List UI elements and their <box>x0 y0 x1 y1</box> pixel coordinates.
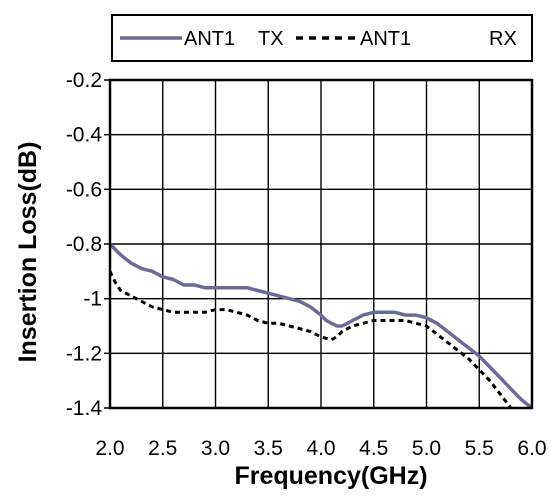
series-line-ant1-tx <box>108 242 534 410</box>
y-tick-label: -1.4 <box>66 397 103 420</box>
y-tick-label: -1 <box>83 288 102 311</box>
legend: ANT1 TX ANT1 RX <box>111 14 533 62</box>
x-tick-label: 5.5 <box>465 437 494 460</box>
legend-label-ant1-rx-name: ANT1 <box>360 28 411 50</box>
x-tick-label: 3.0 <box>201 437 230 460</box>
y-tick-label: -0.2 <box>66 69 102 92</box>
y-tick-label: -0.6 <box>66 178 102 201</box>
y-tick-label: -1.2 <box>66 342 102 365</box>
x-tick-label: 4.0 <box>306 437 335 460</box>
x-axis-title: Frequency(GHz) <box>234 462 427 490</box>
y-tick-label: -0.4 <box>66 124 103 147</box>
x-tick-label: 4.5 <box>359 437 388 460</box>
x-tick-label: 2.0 <box>95 437 124 460</box>
legend-label-ant1-rx-suffix: RX <box>489 28 517 50</box>
x-tick-label: 2.5 <box>148 437 177 460</box>
x-tick-label: 6.0 <box>517 437 546 460</box>
x-tick-label: 3.5 <box>254 437 283 460</box>
legend-label-ant1-tx-suffix: TX <box>258 28 284 50</box>
y-tick-label: -0.8 <box>66 233 102 256</box>
series-line-ant1-rx <box>108 270 513 409</box>
x-tick-label: 5.0 <box>412 437 441 460</box>
y-axis-title: Insertion Loss(dB) <box>14 142 42 363</box>
legend-label-ant1-tx-name: ANT1 <box>184 28 235 50</box>
